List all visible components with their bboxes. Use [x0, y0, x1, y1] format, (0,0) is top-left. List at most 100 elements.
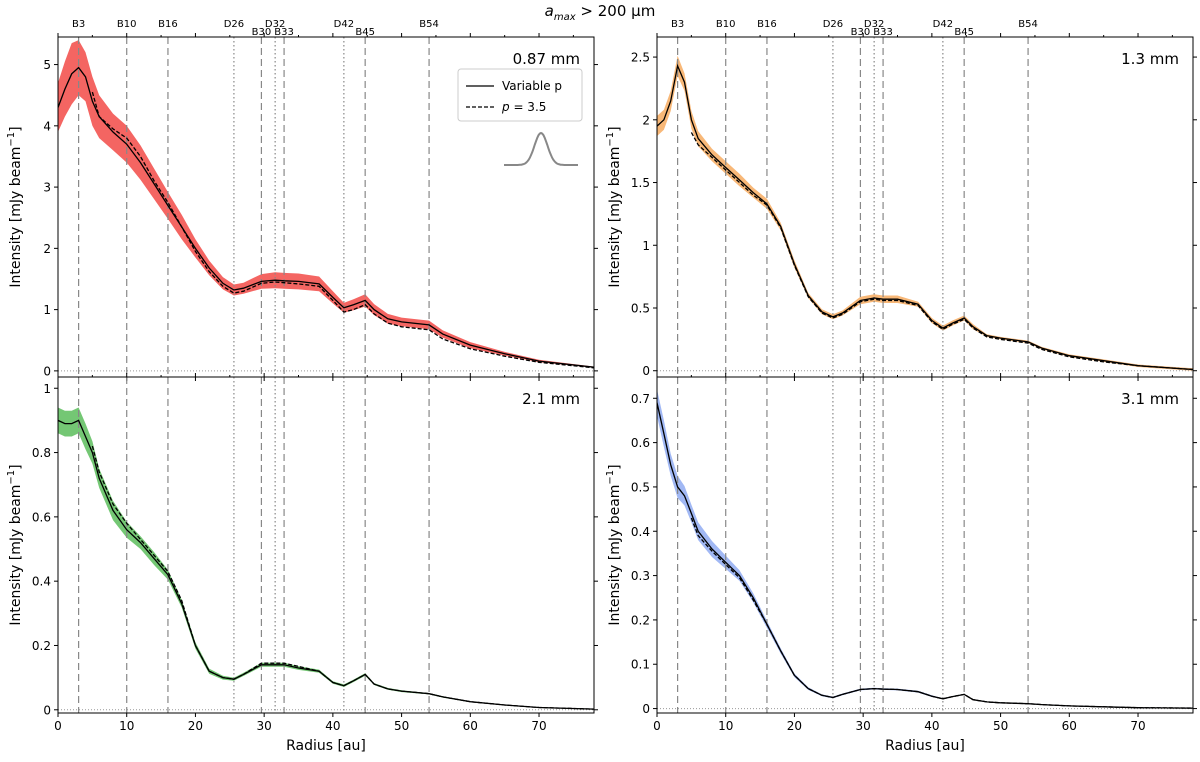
feature-label-B16: B16 — [158, 19, 178, 30]
y-tick-label: 3 — [43, 181, 51, 195]
x-tick-label: 20 — [188, 719, 203, 733]
legend: Variable p p = 3.5 — [457, 68, 583, 122]
legend-dashed-label: p = 3.5 — [501, 100, 546, 114]
y-tick-label: 2 — [43, 242, 51, 256]
panel-label: 3.1 mm — [1121, 390, 1179, 408]
series-line-variable-p — [58, 419, 594, 710]
series-line-variable-p — [58, 66, 594, 368]
figure-title: amax > 200 µm — [545, 2, 656, 23]
y-axis-label-main: Intensity [mJy beam — [8, 485, 24, 626]
legend-box — [457, 68, 583, 122]
panel-label: 2.1 mm — [522, 390, 580, 408]
axes-frame — [656, 376, 1194, 714]
y-axis-label: Intensity [mJy beam−1] — [6, 126, 24, 287]
uncertainty-band — [58, 407, 594, 710]
x-axis-label: Radius [au] — [885, 738, 965, 754]
x-tick-label: 50 — [394, 719, 409, 733]
y-tick-label: 0.4 — [32, 575, 51, 589]
feature-label-B3: B3 — [671, 19, 684, 30]
x-tick-label: 0 — [54, 719, 62, 733]
x-tick-label: 70 — [531, 719, 546, 733]
y-tick-label: 0.7 — [631, 392, 650, 406]
y-tick-label: 1.5 — [631, 176, 650, 190]
y-axis-label-main: Intensity [mJy beam — [607, 147, 623, 288]
feature-label-B30: B30 — [252, 27, 272, 38]
y-tick-label: 0.5 — [631, 480, 650, 494]
y-tick-label: 0 — [642, 702, 650, 716]
feature-label-D32: D32 — [265, 19, 285, 30]
y-tick-label: 1 — [642, 239, 650, 253]
x-tick-label: 30 — [257, 719, 272, 733]
uncertainty-band — [657, 55, 1193, 371]
feature-label-B45: B45 — [954, 27, 974, 38]
y-axis-label-sup: −1 — [6, 470, 17, 485]
y-tick-label: 0.1 — [631, 658, 650, 672]
series-line-p-3-5 — [91, 91, 594, 369]
panel-3-1-mm: 0 10 20 30 40 50 60 70 0 0.1 0.2 0.3 0.4 0.5 0.6 0.7 3.1… — [605, 373, 1197, 754]
x-tick-label: 60 — [463, 719, 478, 733]
series-line-variable-p — [657, 402, 1193, 709]
y-tick-label: 0.6 — [32, 510, 51, 524]
legend-dashed-value: = 3.5 — [510, 100, 547, 114]
feature-label-B45: B45 — [355, 27, 375, 38]
y-tick-label: 2 — [642, 113, 650, 127]
y-axis-label-close: ] — [607, 126, 623, 131]
feature-label-B54: B54 — [419, 19, 439, 30]
series-line-p-3-5 — [91, 445, 594, 710]
feature-label-D32: D32 — [864, 19, 884, 30]
y-tick-label: 0.2 — [32, 639, 51, 653]
y-axis-label: Intensity [mJy beam−1] — [605, 464, 623, 625]
feature-label-B54: B54 — [1018, 19, 1038, 30]
series-line-p-3-5 — [690, 132, 1193, 371]
y-axis-label-sup: −1 — [6, 132, 17, 147]
feature-label-B33: B33 — [274, 27, 294, 38]
beam-profile-icon — [504, 131, 578, 166]
y-tick-label: 0 — [43, 703, 51, 717]
axes-frame — [57, 376, 595, 714]
plot-area — [657, 37, 1193, 377]
y-tick-label: 4 — [43, 119, 51, 133]
y-axis-label-sup: −1 — [605, 132, 616, 147]
x-tick-label: 50 — [993, 719, 1008, 733]
x-axis-label: Radius [au] — [286, 738, 366, 754]
series-line-variable-p — [657, 63, 1193, 371]
plot-area — [58, 377, 594, 713]
legend-solid-label: Variable p — [502, 79, 562, 93]
feature-label-B30: B30 — [851, 27, 871, 38]
axes-frame — [656, 36, 1194, 378]
x-tick-label: 10 — [119, 719, 134, 733]
x-tick-label: 30 — [856, 719, 871, 733]
y-axis-label-main: Intensity [mJy beam — [8, 147, 24, 288]
y-axis-label: Intensity [mJy beam−1] — [605, 126, 623, 287]
y-axis-label: Intensity [mJy beam−1] — [6, 464, 24, 625]
y-axis-label-close: ] — [607, 464, 623, 469]
y-axis-label-sup: −1 — [605, 470, 616, 485]
y-axis-label-main: Intensity [mJy beam — [607, 485, 623, 626]
feature-label-B10: B10 — [716, 19, 736, 30]
y-axis-label-close: ] — [8, 464, 24, 469]
series-line-p-3-5 — [690, 517, 1193, 709]
feature-label-B33: B33 — [873, 27, 893, 38]
plot-area — [657, 377, 1193, 713]
y-tick-label: 0.8 — [32, 446, 51, 460]
uncertainty-band — [58, 40, 594, 368]
y-tick-label: 0.5 — [631, 301, 650, 315]
feature-label-B3: B3 — [72, 19, 85, 30]
feature-label-D26: D26 — [823, 19, 843, 30]
legend-dashed-p: p — [501, 100, 510, 114]
y-tick-label: 0.2 — [631, 613, 650, 627]
y-tick-label: 0 — [642, 364, 650, 378]
feature-label-D42: D42 — [933, 19, 953, 30]
panel-2-1-mm: 0 10 20 30 40 50 60 70 0 0.2 0.4 0.6 0.8 1 2.1 mm Radiu… — [6, 373, 598, 754]
feature-label-B16: B16 — [757, 19, 777, 30]
x-tick-label: 40 — [325, 719, 340, 733]
panel-label: 0.87 mm — [513, 50, 580, 68]
feature-label-B10: B10 — [117, 19, 137, 30]
y-tick-label: 2.5 — [631, 51, 650, 65]
x-tick-label: 40 — [924, 719, 939, 733]
x-tick-label: 20 — [787, 719, 802, 733]
x-tick-label: 60 — [1062, 719, 1077, 733]
y-tick-label: 0.3 — [631, 569, 650, 583]
y-tick-label: 0.4 — [631, 525, 650, 539]
